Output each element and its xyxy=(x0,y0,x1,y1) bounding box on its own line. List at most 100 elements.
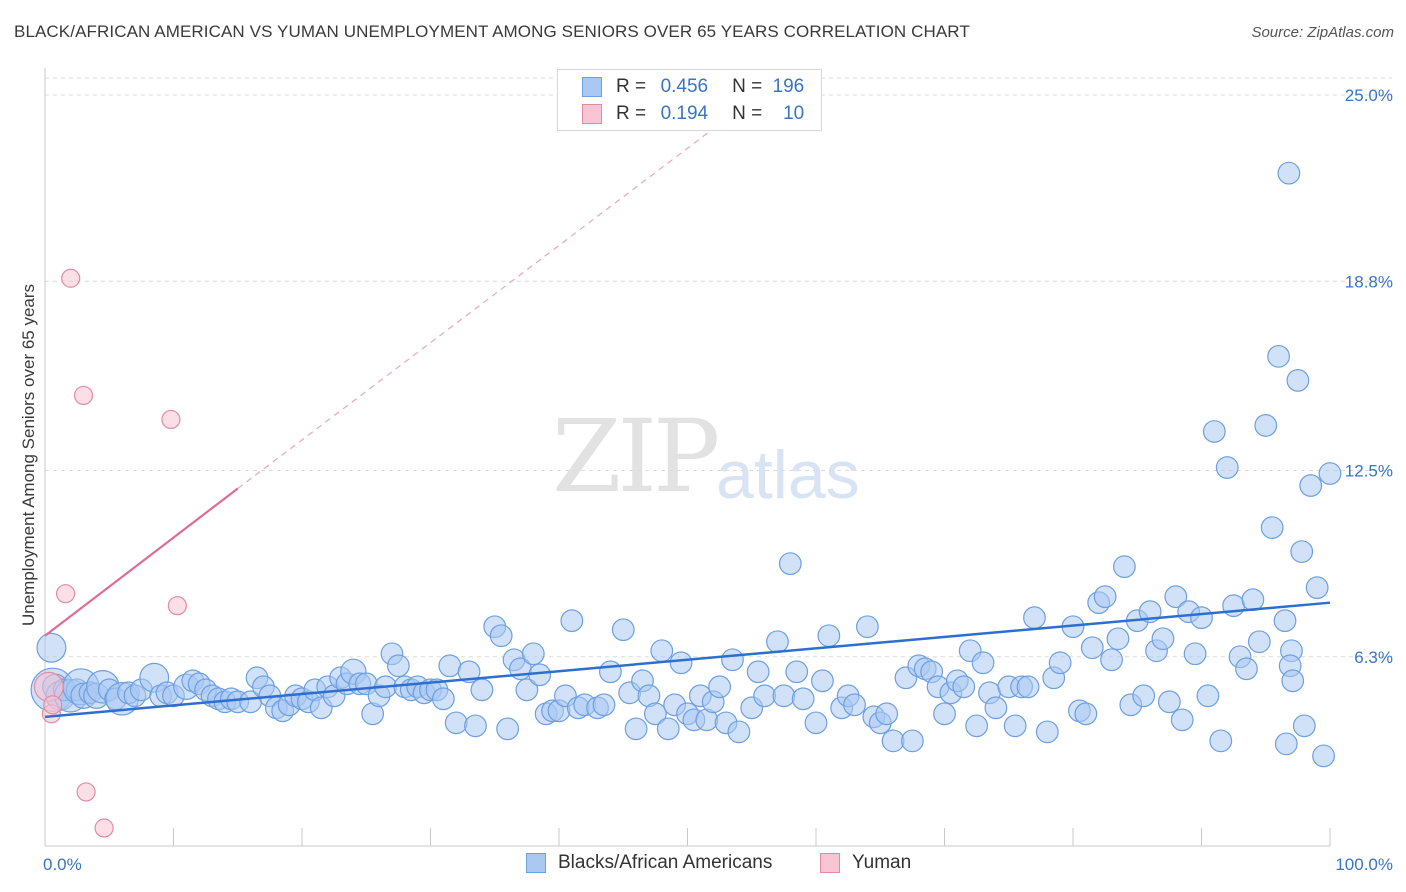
data-point-blacks xyxy=(496,717,520,741)
data-point-blacks xyxy=(1299,474,1323,497)
data-point-blacks xyxy=(965,714,989,738)
bottom-legend-yuman: Yuman xyxy=(820,852,911,874)
bottom-legend-swatch-pink xyxy=(820,853,840,873)
data-point-blacks xyxy=(1215,456,1239,479)
data-point-blacks xyxy=(1318,462,1342,485)
legend-swatch-pink xyxy=(582,104,602,124)
data-point-yuman xyxy=(76,782,96,802)
data-point-yuman xyxy=(94,818,114,838)
data-point-blacks xyxy=(1112,555,1136,579)
data-point-blacks xyxy=(727,720,751,744)
data-point-blacks xyxy=(881,729,905,753)
data-point-blacks xyxy=(1290,540,1314,564)
legend-n-label: N = xyxy=(732,76,763,97)
data-point-blacks xyxy=(444,711,468,735)
data-point-blacks xyxy=(1080,636,1104,660)
data-point-blacks xyxy=(1312,744,1335,768)
data-point-blacks xyxy=(489,624,513,648)
data-point-blacks xyxy=(1003,714,1027,738)
data-point-blacks xyxy=(515,678,539,702)
data-point-blacks xyxy=(1093,585,1117,609)
legend-r-label: R = xyxy=(616,76,647,97)
series-yuman-points xyxy=(33,268,187,838)
data-point-blacks xyxy=(984,696,1008,720)
data-point-blacks xyxy=(1209,729,1233,753)
data-point-blacks xyxy=(778,552,802,576)
x-tick-label: 0.0% xyxy=(43,855,82,874)
chart-title: BLACK/AFRICAN AMERICAN VS YUMAN UNEMPLOY… xyxy=(14,22,970,41)
bottom-legend-label: Blacks/African Americans xyxy=(558,852,773,873)
data-point-blacks xyxy=(971,651,995,675)
y-tick-label: 18.8% xyxy=(1345,272,1393,291)
bottom-legend-blacks: Blacks/African Americans xyxy=(526,852,772,874)
data-point-blacks xyxy=(36,632,67,663)
data-point-blacks xyxy=(457,660,481,684)
data-point-blacks xyxy=(1277,161,1301,185)
data-point-blacks xyxy=(1196,684,1220,708)
y-axis-label: Unemployment Among Seniors over 65 years xyxy=(19,284,38,626)
data-point-blacks xyxy=(1260,516,1284,539)
data-point-blacks xyxy=(1023,606,1046,630)
data-point-blacks xyxy=(811,669,834,693)
legend-r-label: R = xyxy=(616,103,647,124)
data-point-blacks xyxy=(1170,708,1194,732)
data-point-blacks xyxy=(1247,630,1271,654)
data-point-blacks xyxy=(431,687,455,711)
data-point-blacks xyxy=(438,654,462,678)
data-point-blacks xyxy=(470,678,494,702)
data-point-blacks xyxy=(669,651,693,675)
data-point-blacks xyxy=(1286,369,1310,392)
data-point-blacks xyxy=(1305,576,1329,600)
data-point-blacks xyxy=(772,684,796,708)
grid-lines xyxy=(45,77,1392,658)
data-point-blacks xyxy=(746,660,770,684)
data-point-blacks xyxy=(856,615,879,639)
data-point-blacks xyxy=(1035,720,1059,744)
legend-n-label: N = xyxy=(732,103,763,124)
data-point-blacks xyxy=(1183,642,1207,666)
watermark-zip: ZIP xyxy=(552,398,720,515)
data-point-blacks xyxy=(1157,690,1181,714)
data-point-yuman xyxy=(61,268,81,288)
legend-swatch-blue xyxy=(582,77,602,97)
trend-lines xyxy=(44,118,1331,719)
data-point-blacks xyxy=(521,642,545,666)
data-point-yuman xyxy=(43,695,63,715)
data-point-blacks xyxy=(1273,609,1297,633)
data-point-blacks xyxy=(1190,606,1213,630)
data-point-blacks xyxy=(933,702,956,726)
trend-line-yuman xyxy=(44,487,239,637)
data-point-blacks xyxy=(650,639,674,663)
data-point-blacks xyxy=(656,717,680,741)
data-point-blacks xyxy=(1202,420,1226,443)
data-point-yuman xyxy=(73,385,94,406)
data-point-blacks xyxy=(464,714,487,738)
data-point-yuman xyxy=(161,409,181,430)
data-point-blacks xyxy=(1074,702,1098,726)
legend-box: R = 0.456 N = 196 R = 0.194 N = 10 xyxy=(557,69,822,131)
data-point-blacks xyxy=(1048,651,1072,675)
data-point-blacks xyxy=(1016,675,1040,699)
data-point-blacks xyxy=(1292,714,1316,738)
legend-n-value: 10 xyxy=(783,103,805,124)
data-point-blacks xyxy=(386,654,410,678)
legend-row-blacks: R = 0.456 N = 196 xyxy=(582,75,804,99)
data-point-blacks xyxy=(611,618,635,642)
data-point-blacks xyxy=(791,687,815,711)
data-point-yuman xyxy=(55,584,76,604)
x-tick-label: 100.0% xyxy=(1335,855,1393,874)
data-point-blacks xyxy=(766,630,789,654)
series-blacks-points xyxy=(30,161,1342,768)
y-tick-label: 12.5% xyxy=(1345,462,1393,481)
legend-row-yuman: R = 0.194 N = 10 xyxy=(582,102,804,126)
data-point-blacks xyxy=(1132,684,1156,708)
watermark-atlas: atlas xyxy=(716,437,860,513)
data-point-blacks xyxy=(1164,585,1188,609)
data-point-blacks xyxy=(817,624,841,648)
data-point-blacks xyxy=(804,711,828,735)
data-point-blacks xyxy=(643,702,667,726)
data-point-blacks xyxy=(1267,344,1290,368)
data-point-blacks xyxy=(721,648,744,672)
data-point-yuman xyxy=(167,596,187,616)
data-point-blacks xyxy=(1254,414,1278,437)
